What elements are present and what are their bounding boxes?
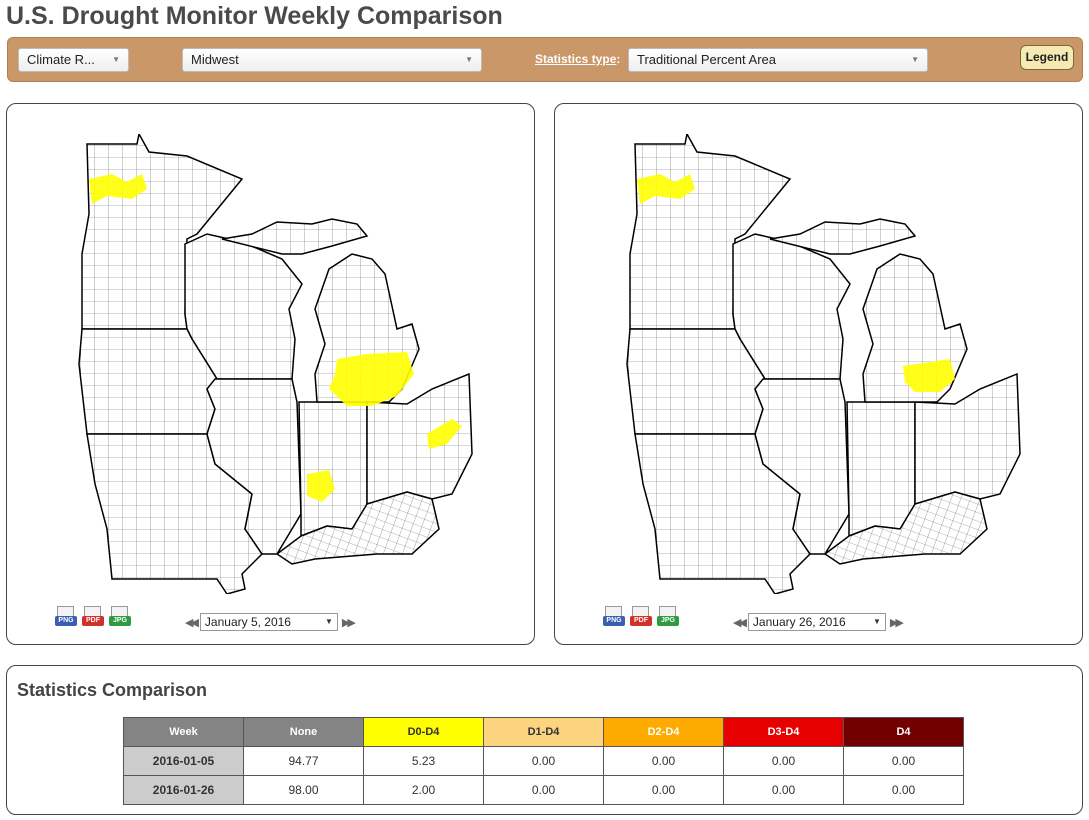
cell-d2-d4: 0.00 [603,746,724,776]
chevron-down-icon: ▼ [465,55,473,64]
cell-d4: 0.00 [843,746,964,776]
date-navigator-right: ◀◀ January 26, 2016 ▼ ▶▶ [733,613,904,631]
export-icons: PNG PDF JPG [55,606,131,628]
legend-button[interactable]: Legend [1020,45,1074,70]
jpg-export-icon[interactable]: JPG [657,606,679,628]
date-select-right[interactable]: January 26, 2016 ▼ [747,613,886,631]
chevron-down-icon: ▼ [112,55,120,64]
png-export-icon[interactable]: PNG [603,606,625,628]
region-type-value: Climate R... [27,52,95,67]
png-export-icon[interactable]: PNG [55,606,77,628]
cell-d0-d4: 2.00 [363,775,484,805]
date-select-left[interactable]: January 5, 2016 ▼ [199,613,338,631]
cell-d3-d4: 0.00 [723,746,844,776]
statistics-type-link[interactable]: Statistics type [535,52,617,66]
statistics-type-label: Statistics type: [535,52,621,66]
map-panel-left: PNG PDF JPG ◀◀ January 5, 2016 ▼ ▶▶ [6,103,535,645]
chevron-down-icon: ▼ [873,617,881,626]
pdf-export-icon[interactable]: PDF [82,606,104,628]
drought-map-right[interactable] [615,134,1035,594]
date-navigator-left: ◀◀ January 5, 2016 ▼ ▶▶ [185,613,356,631]
chevron-down-icon: ▼ [325,617,333,626]
export-icons: PNG PDF JPG [603,606,679,628]
previous-week-icon[interactable]: ◀◀ [185,616,199,629]
drought-map-left[interactable] [67,134,487,594]
header-d2-d4: D2-D4 [603,717,724,747]
cell-d0-d4: 5.23 [363,746,484,776]
cell-d1-d4: 0.00 [483,775,604,805]
cell-d3-d4: 0.00 [723,775,844,805]
pdf-export-icon[interactable]: PDF [630,606,652,628]
statistics-panel: Statistics Comparison Week None D0-D4 D1… [6,665,1083,815]
next-week-icon[interactable]: ▶▶ [341,616,356,629]
cell-d4: 0.00 [843,775,964,805]
header-week: Week [123,717,244,747]
toolbar: Climate R... ▼ Midwest ▼ Statistics type… [7,37,1083,82]
header-d4: D4 [843,717,964,747]
header-d1-d4: D1-D4 [483,717,604,747]
cell-d2-d4: 0.00 [603,775,724,805]
previous-week-icon[interactable]: ◀◀ [733,616,747,629]
chevron-down-icon: ▼ [911,55,919,64]
table-row: 2016-01-26 98.00 2.00 0.00 0.00 0.00 0.0… [123,775,964,805]
area-select[interactable]: Midwest ▼ [182,48,482,72]
next-week-icon[interactable]: ▶▶ [889,616,904,629]
cell-none: 98.00 [243,775,364,805]
header-none: None [243,717,364,747]
statistics-type-value: Traditional Percent Area [637,52,776,67]
table-row: 2016-01-05 94.77 5.23 0.00 0.00 0.00 0.0… [123,746,964,776]
cell-none: 94.77 [243,746,364,776]
region-type-select[interactable]: Climate R... ▼ [18,48,129,72]
statistics-table: Week None D0-D4 D1-D4 D2-D4 D3-D4 D4 201… [123,717,964,805]
row-week: 2016-01-05 [123,746,244,776]
map-panel-right: PNG PDF JPG ◀◀ January 26, 2016 ▼ ▶▶ [554,103,1083,645]
row-week: 2016-01-26 [123,775,244,805]
header-d3-d4: D3-D4 [723,717,844,747]
statistics-type-select[interactable]: Traditional Percent Area ▼ [628,48,928,72]
page-title: U.S. Drought Monitor Weekly Comparison [6,2,503,30]
area-value: Midwest [191,52,239,67]
header-d0-d4: D0-D4 [363,717,484,747]
jpg-export-icon[interactable]: JPG [109,606,131,628]
cell-d1-d4: 0.00 [483,746,604,776]
statistics-heading: Statistics Comparison [17,680,208,700]
